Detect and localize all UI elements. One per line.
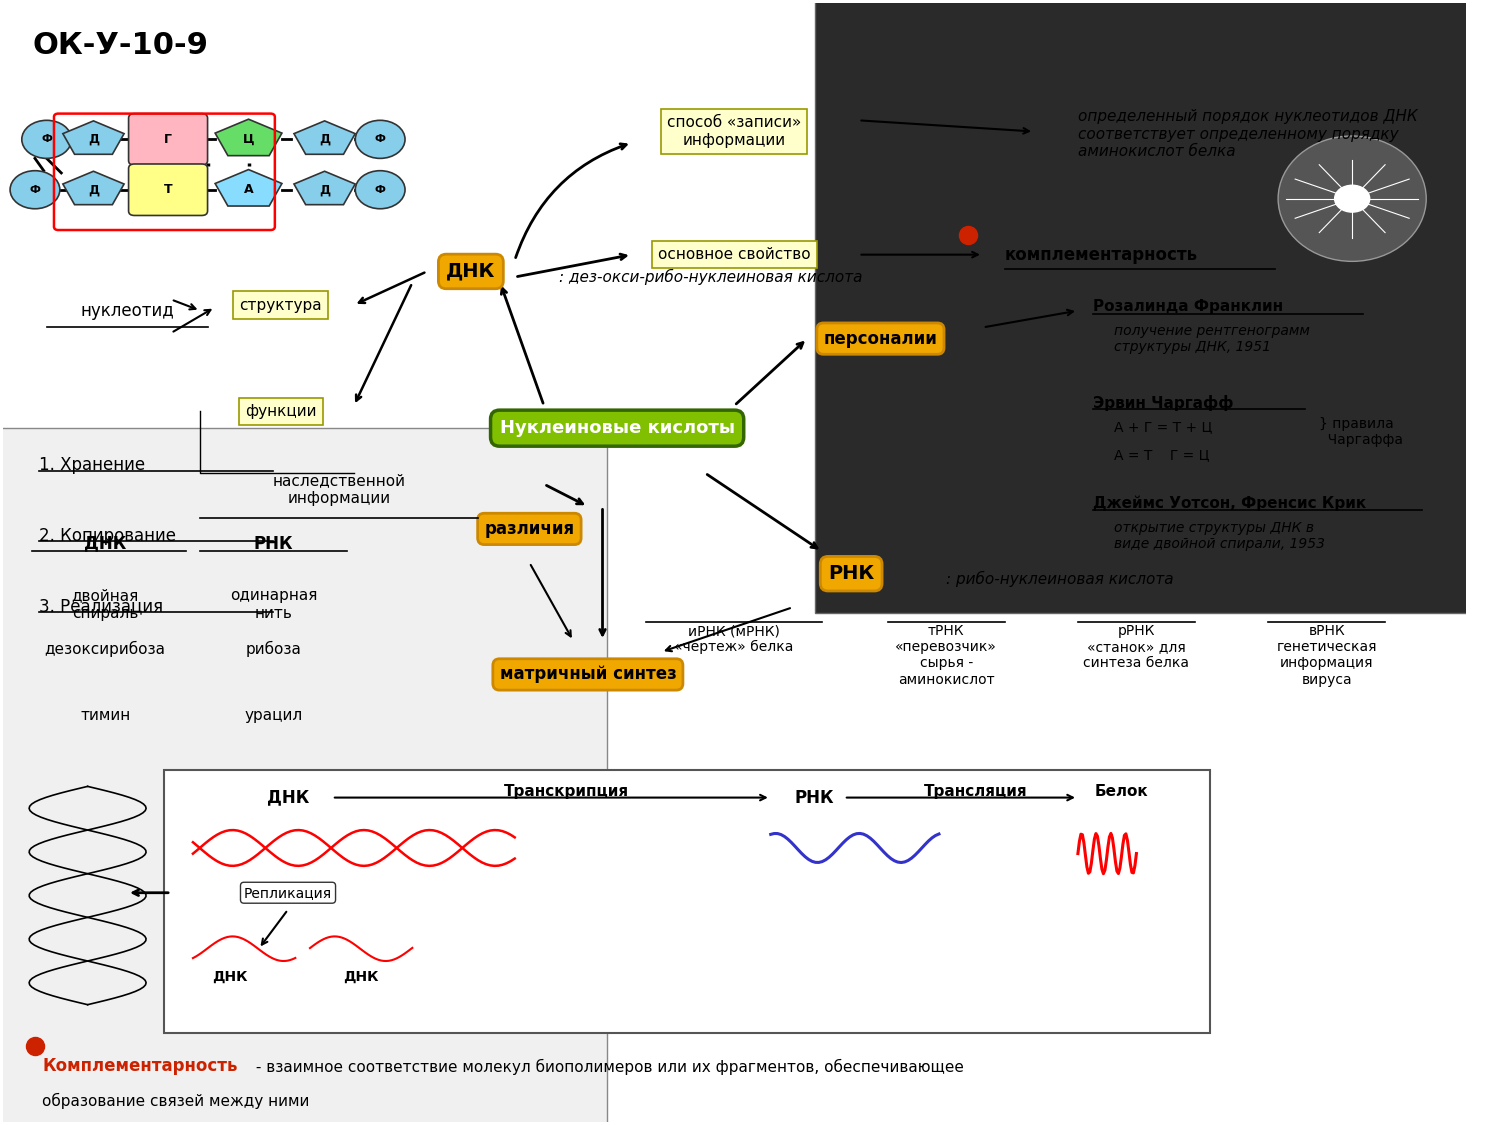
Text: структура: структура: [240, 297, 322, 313]
Text: Д: Д: [88, 133, 99, 146]
Text: 2. Копирование: 2. Копирование: [39, 526, 177, 544]
Ellipse shape: [1278, 136, 1426, 261]
Text: 3. Реализация: 3. Реализация: [39, 597, 164, 615]
Circle shape: [356, 120, 405, 159]
Text: Эрвин Чаргафф: Эрвин Чаргафф: [1092, 395, 1233, 411]
Text: Белок: Белок: [1095, 784, 1149, 800]
Text: : рибо-нуклеиновая кислота: : рибо-нуклеиновая кислота: [946, 572, 1174, 587]
Text: Репликация: Репликация: [244, 885, 332, 900]
Circle shape: [22, 120, 72, 159]
Text: } правила
  Чаргаффа: } правила Чаргаффа: [1320, 417, 1404, 447]
Text: тРНК
«перевозчик»
сырья -
аминокислот: тРНК «перевозчик» сырья - аминокислот: [896, 624, 998, 686]
Text: Д: Д: [320, 133, 330, 146]
Text: дезоксирибоза: дезоксирибоза: [45, 641, 165, 657]
Text: нуклеотид: нуклеотид: [80, 302, 174, 319]
Text: Д: Д: [88, 183, 99, 196]
Text: А: А: [243, 183, 254, 196]
Text: тимин: тимин: [80, 708, 130, 723]
Text: рибоза: рибоза: [246, 641, 302, 657]
Text: открытие структуры ДНК в
виде двойной спирали, 1953: открытие структуры ДНК в виде двойной сп…: [1114, 521, 1326, 551]
Text: комплементарность: комплементарность: [1005, 245, 1198, 263]
Text: Ф: Ф: [40, 134, 53, 144]
Text: 1. Хранение: 1. Хранение: [39, 456, 146, 474]
Circle shape: [356, 171, 405, 209]
Text: РНК: РНК: [828, 565, 874, 583]
FancyBboxPatch shape: [129, 114, 207, 165]
Text: ОК-У-10-9: ОК-У-10-9: [32, 30, 208, 60]
Text: Г: Г: [164, 133, 172, 146]
Polygon shape: [214, 170, 282, 206]
Text: ДНК: ДНК: [211, 970, 248, 983]
Text: вРНК
генетическая
информация
вируса: вРНК генетическая информация вируса: [1276, 624, 1377, 686]
Text: иРНК (мРНК)
«чертеж» белка: иРНК (мРНК) «чертеж» белка: [675, 624, 794, 655]
Text: функции: функции: [244, 404, 316, 418]
Text: образование связей между ними: образование связей между ними: [42, 1092, 309, 1109]
Text: Т: Т: [164, 183, 172, 196]
Text: получение рентгенограмм
структуры ДНК, 1951: получение рентгенограмм структуры ДНК, 1…: [1114, 324, 1311, 354]
Text: рРНК
«станок» для
синтеза белка: рРНК «станок» для синтеза белка: [1083, 624, 1190, 670]
Text: : дез-окси-рибо-нуклеиновая кислота: : дез-окси-рибо-нуклеиновая кислота: [558, 269, 862, 285]
Text: Джеймс Уотсон, Френсис Крик: Джеймс Уотсон, Френсис Крик: [1092, 495, 1365, 511]
Text: Ф: Ф: [30, 184, 40, 195]
Text: двойная
спираль: двойная спираль: [72, 588, 140, 621]
Text: различия: различия: [484, 520, 574, 538]
Text: Ц: Ц: [243, 133, 255, 146]
FancyBboxPatch shape: [0, 429, 608, 1125]
Text: Ф: Ф: [375, 184, 386, 195]
Text: Ф: Ф: [375, 134, 386, 144]
Text: наследственной
информации: наследственной информации: [273, 474, 405, 506]
Circle shape: [10, 171, 60, 209]
Text: - взаимное соответствие молекул биополимеров или их фрагментов, обеспечивающее: - взаимное соответствие молекул биополим…: [252, 1059, 964, 1076]
Text: ДНК: ДНК: [446, 262, 495, 281]
Polygon shape: [63, 120, 124, 154]
Text: персоналии: персоналии: [824, 330, 938, 348]
Text: Трансляция: Трансляция: [924, 784, 1028, 800]
Text: матричный синтез: матричный синтез: [500, 666, 676, 684]
Circle shape: [1335, 186, 1370, 213]
Polygon shape: [63, 171, 124, 205]
Polygon shape: [294, 171, 356, 205]
Text: основное свойство: основное свойство: [658, 248, 810, 262]
Text: А = Т    Г = Ц: А = Т Г = Ц: [1114, 449, 1210, 462]
Text: одинарная
нить: одинарная нить: [230, 588, 316, 621]
FancyBboxPatch shape: [129, 164, 207, 216]
Polygon shape: [214, 119, 282, 155]
Text: ДНК: ДНК: [344, 970, 380, 983]
Text: урацил: урацил: [244, 708, 303, 723]
Text: способ «записи»
информации: способ «записи» информации: [668, 116, 801, 147]
Text: А + Г = Т + Ц: А + Г = Т + Ц: [1114, 421, 1212, 434]
Text: ДНК: ДНК: [267, 789, 309, 807]
Text: Комплементарность: Комплементарность: [42, 1058, 238, 1076]
Text: определенный порядок нуклеотидов ДНК
соответствует определенному порядку
аминоки: определенный порядок нуклеотидов ДНК соо…: [1078, 109, 1418, 159]
FancyBboxPatch shape: [164, 770, 1209, 1033]
Text: РНК: РНК: [795, 789, 834, 807]
Text: РНК: РНК: [254, 534, 292, 552]
FancyBboxPatch shape: [815, 0, 1500, 613]
Text: ДНК: ДНК: [84, 534, 126, 552]
Text: Д: Д: [320, 183, 330, 196]
Polygon shape: [294, 120, 356, 154]
Text: Нуклеиновые кислоты: Нуклеиновые кислоты: [500, 420, 735, 438]
Text: Транскрипция: Транскрипция: [504, 784, 628, 800]
Text: Розалинда Франклин: Розалинда Франклин: [1092, 299, 1282, 314]
